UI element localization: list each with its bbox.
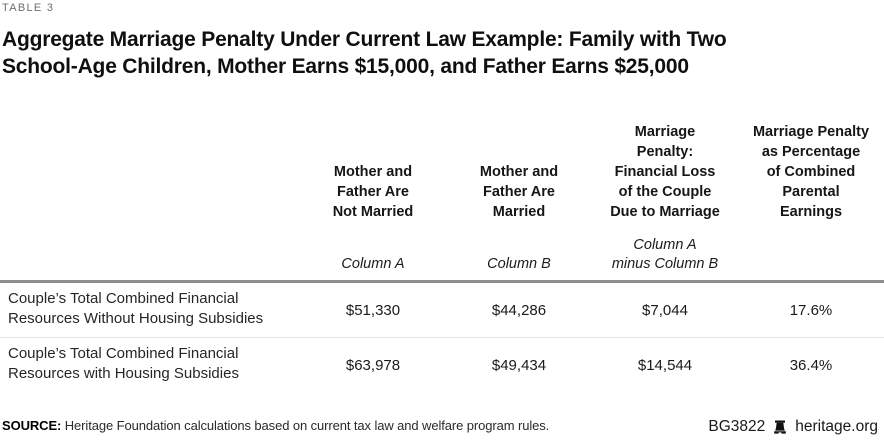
- page-title: Aggregate Marriage Penalty Under Current…: [2, 28, 727, 78]
- marriage-penalty-table: Mother and Father Are Not Married Mother…: [0, 110, 884, 392]
- liberty-bell-icon: [772, 420, 788, 435]
- subheader-empty: [738, 274, 884, 280]
- value-married: $49,434: [491, 356, 547, 374]
- table-row-with-subsidies: Couple’s Total Combined Financial Resour…: [0, 337, 884, 392]
- column-header-penalty-percent: Marriage Penalty as Percentage of Combin…: [752, 124, 870, 220]
- site-link: heritage.org: [795, 418, 878, 435]
- value-penalty-loss: $14,544: [637, 356, 693, 374]
- source-note: SOURCE: Heritage Foundation calculations…: [2, 418, 549, 433]
- subheader-column-b: Column B: [487, 256, 551, 272]
- column-header-penalty-loss: Marriage Penalty: Financial Loss of the …: [610, 124, 720, 220]
- column-header-married: Mother and Father Are Married: [479, 164, 559, 220]
- column-header-not-married: Mother and Father Are Not Married: [332, 164, 414, 220]
- subheader-spacer: [0, 274, 300, 280]
- table-number-label: TABLE 3: [2, 2, 55, 14]
- subheader-column-a: Column A: [341, 256, 405, 272]
- value-penalty-percent: 17.6%: [789, 301, 833, 319]
- table-subheader-row: Column A Column B Column A minus Column …: [0, 222, 884, 283]
- row-label: Couple’s Total Combined Financial Resour…: [8, 345, 239, 382]
- footer-brand: BG3822 heritage.org: [708, 418, 878, 436]
- value-married: $44,286: [491, 301, 547, 319]
- subheader-column-a-minus-b: Column A minus Column B: [611, 237, 719, 272]
- value-not-married: $51,330: [345, 301, 401, 319]
- source-label: SOURCE:: [2, 418, 62, 433]
- table-header-row: Mother and Father Are Not Married Mother…: [0, 110, 884, 222]
- value-penalty-loss: $7,044: [642, 301, 688, 319]
- value-not-married: $63,978: [345, 356, 401, 374]
- document-id: BG3822: [708, 418, 766, 435]
- value-penalty-percent: 36.4%: [789, 356, 833, 374]
- table-row-without-subsidies: Couple’s Total Combined Financial Resour…: [0, 283, 884, 337]
- source-text: Heritage Foundation calculations based o…: [61, 418, 550, 433]
- row-label: Couple’s Total Combined Financial Resour…: [8, 290, 264, 327]
